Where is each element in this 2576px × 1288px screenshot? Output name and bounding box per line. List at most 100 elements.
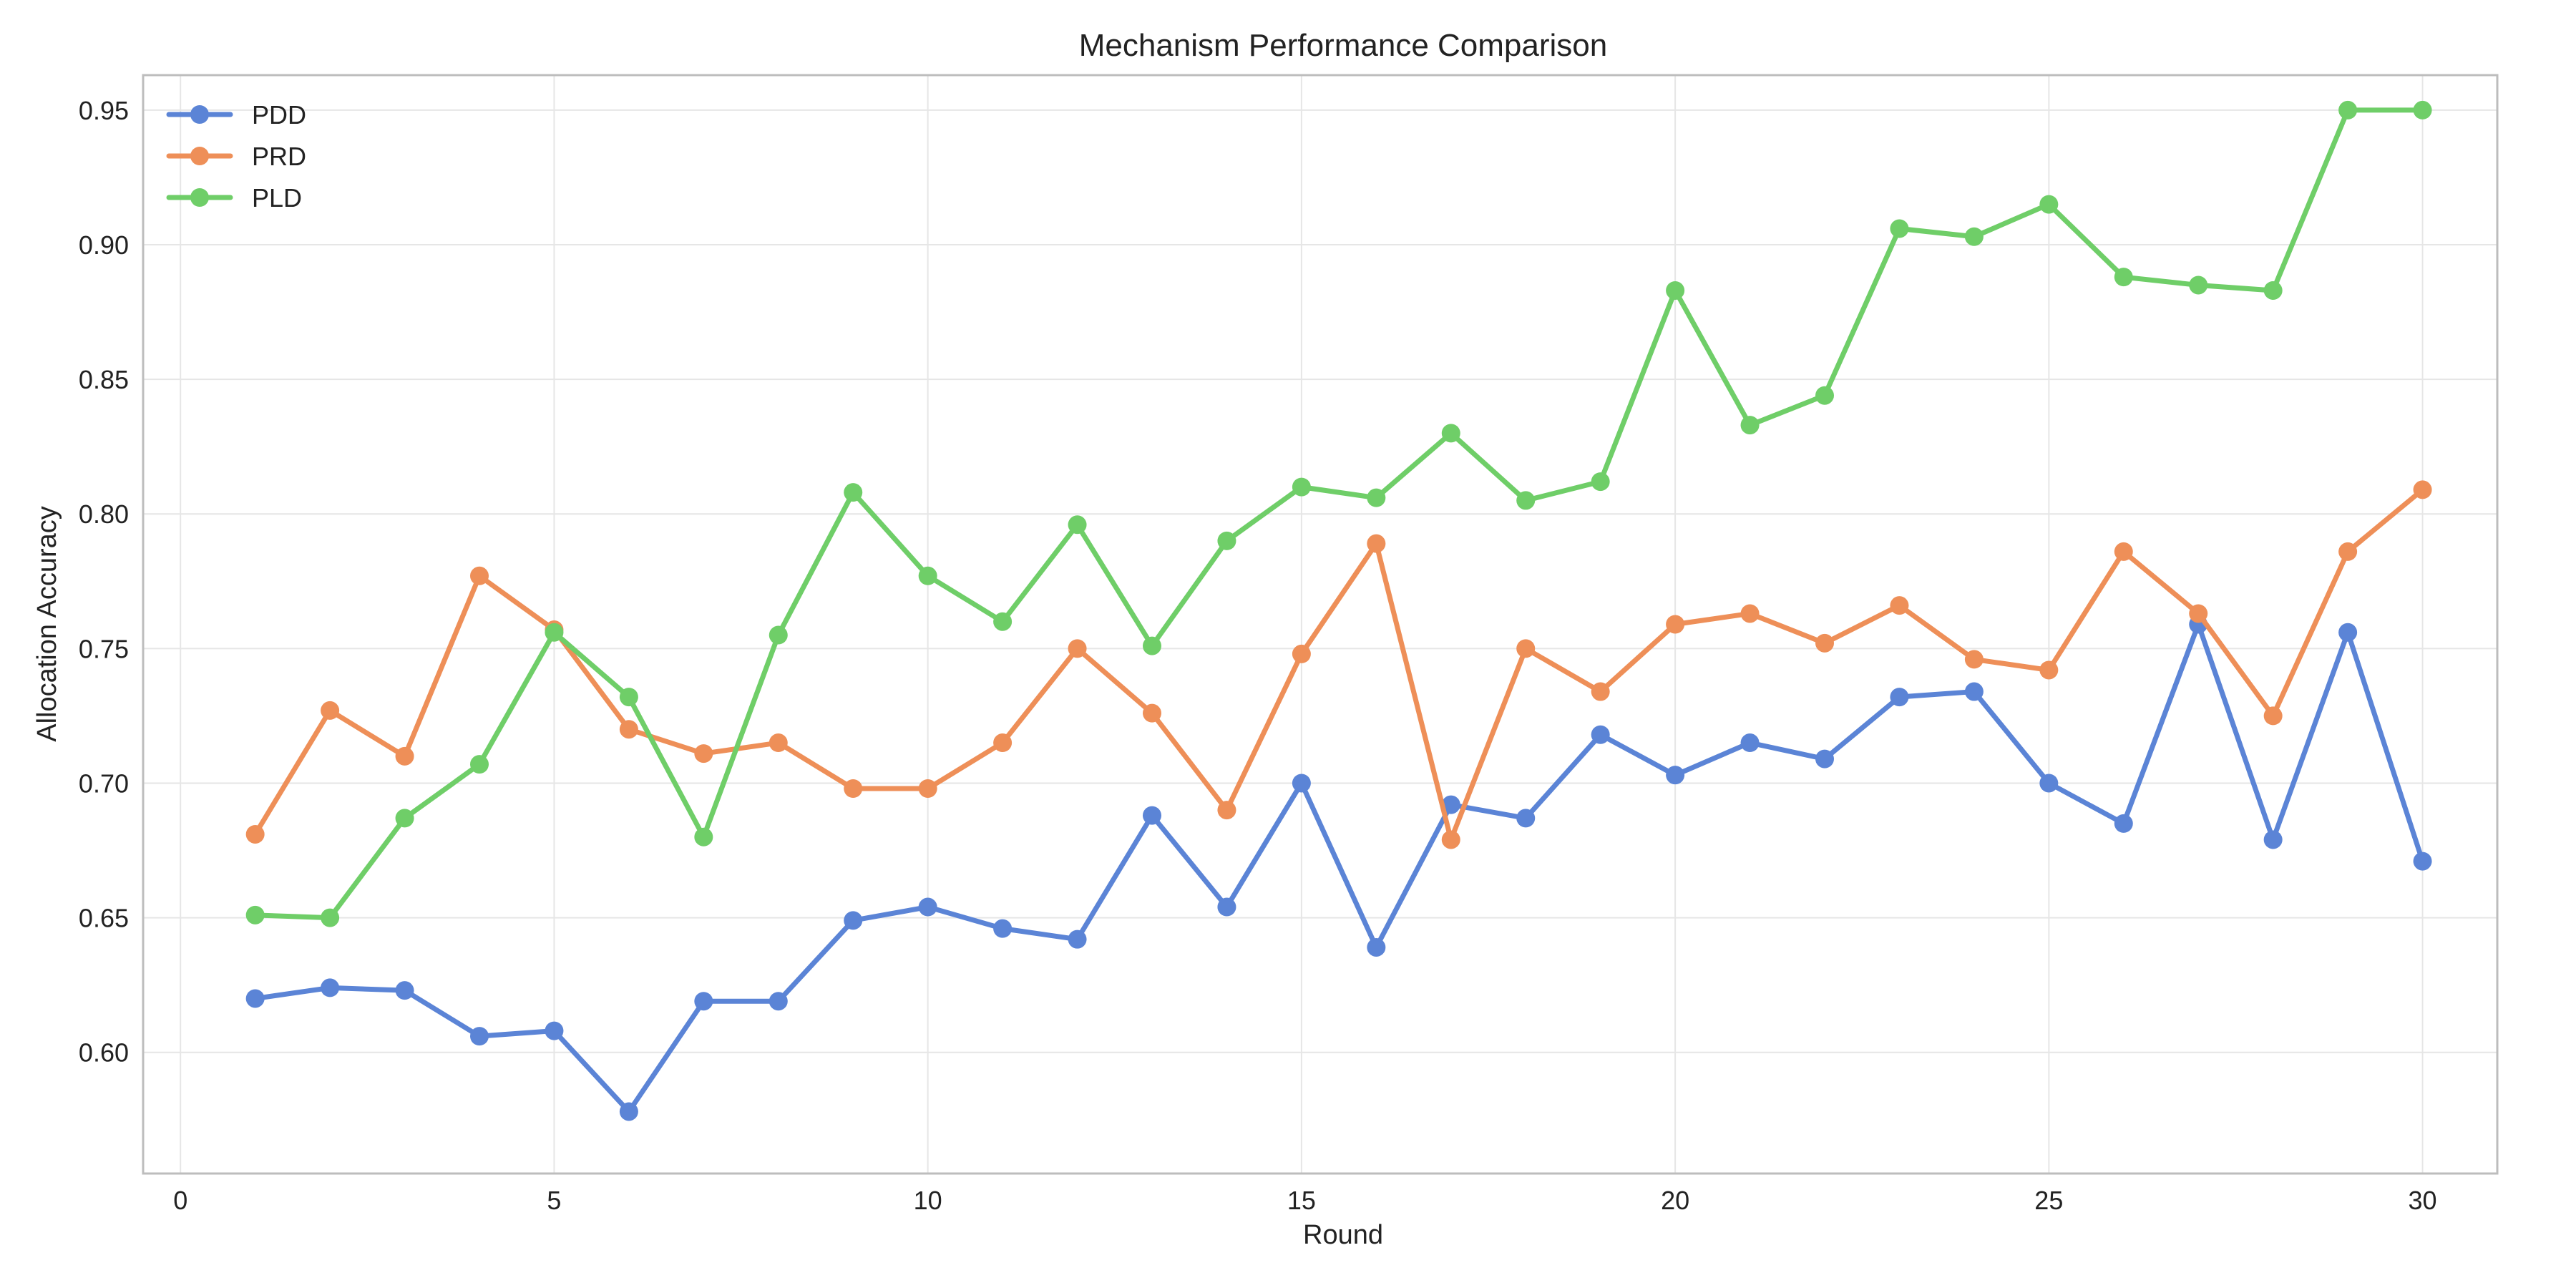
x-tick-label: 30 — [2409, 1186, 2437, 1215]
data-point-pld — [1367, 488, 1386, 507]
series-pld — [245, 100, 2432, 927]
grid — [143, 75, 2497, 1174]
data-point-prd — [844, 779, 863, 798]
data-point-pdd — [1143, 806, 1161, 825]
data-point-pdd — [2413, 852, 2432, 871]
data-point-pdd — [1964, 682, 1984, 701]
data-point-prd — [1591, 682, 1610, 701]
data-point-pld — [844, 483, 863, 502]
data-point-prd — [321, 701, 340, 720]
x-tick-label: 5 — [547, 1186, 561, 1215]
legend-label: PLD — [252, 183, 302, 213]
data-point-pdd — [321, 978, 340, 997]
data-point-pld — [2263, 280, 2283, 300]
data-point-prd — [1367, 534, 1386, 553]
data-point-prd — [1666, 615, 1685, 634]
data-point-pld — [1740, 416, 1760, 435]
data-point-pdd — [1516, 809, 1536, 828]
legend-marker — [190, 147, 209, 165]
y-tick-label: 0.60 — [79, 1038, 129, 1068]
data-point-prd — [1217, 801, 1236, 820]
y-tick-label: 0.95 — [79, 96, 129, 125]
x-tick-label: 20 — [1661, 1186, 1689, 1215]
x-axis-ticks: 0 5 10 15 20 25 30 — [173, 1186, 2436, 1215]
data-point-pld — [694, 827, 713, 847]
data-point-prd — [2263, 706, 2283, 726]
data-point-prd — [1143, 703, 1161, 723]
data-point-pld — [918, 566, 937, 585]
data-point-pld — [1516, 491, 1536, 510]
y-tick-label: 0.90 — [79, 230, 129, 260]
data-point-pdd — [245, 989, 265, 1008]
data-point-prd — [619, 720, 638, 739]
data-point-pld — [395, 809, 414, 828]
data-point-pdd — [1740, 733, 1760, 753]
data-point-pdd — [1591, 725, 1610, 744]
x-tick-label: 0 — [173, 1186, 187, 1215]
data-point-pdd — [545, 1021, 564, 1040]
data-point-pdd — [1441, 795, 1460, 814]
data-point-pdd — [769, 992, 788, 1011]
data-point-prd — [918, 779, 937, 798]
data-point-pld — [2189, 275, 2208, 295]
data-point-pdd — [2263, 830, 2283, 849]
y-tick-label: 0.85 — [79, 365, 129, 394]
legend-item-pld: PLD — [166, 183, 302, 213]
data-point-pdd — [1890, 688, 1909, 707]
data-point-pdd — [2114, 814, 2133, 833]
data-point-prd — [2413, 480, 2432, 499]
data-point-pdd — [1666, 766, 1685, 785]
legend-label: PDD — [252, 100, 306, 130]
data-point-pdd — [619, 1102, 638, 1121]
data-point-prd — [1815, 633, 1834, 653]
data-point-prd — [245, 824, 265, 844]
data-point-pdd — [1367, 937, 1386, 957]
plot-frame — [142, 74, 2499, 1175]
data-point-pld — [1964, 227, 1984, 246]
data-point-pld — [1292, 477, 1311, 497]
data-point-pdd — [2039, 774, 2059, 793]
data-point-pld — [1591, 472, 1610, 492]
y-axis-label: Allocation Accuracy — [32, 506, 62, 742]
data-point-pld — [1143, 636, 1161, 655]
data-point-pld — [2114, 268, 2133, 287]
series-pdd — [245, 615, 2432, 1121]
legend: PDD PRD PLD — [166, 100, 306, 213]
data-point-prd — [1516, 639, 1536, 658]
legend-item-prd: PRD — [166, 142, 306, 171]
data-point-pdd — [1292, 774, 1311, 793]
data-point-pdd — [844, 911, 863, 930]
legend-marker — [190, 105, 209, 124]
data-point-pld — [769, 625, 788, 645]
data-point-pdd — [395, 981, 414, 1000]
data-point-pld — [1441, 424, 1460, 443]
y-axis-ticks: 0.60 0.65 0.70 0.75 0.80 0.85 0.90 0.95 — [79, 96, 129, 1068]
legend-item-pdd: PDD — [166, 100, 306, 130]
data-point-pld — [1666, 280, 1685, 300]
data-point-pld — [993, 612, 1013, 631]
x-tick-label: 15 — [1287, 1186, 1316, 1215]
x-axis-label: Round — [1303, 1220, 1383, 1250]
data-point-pld — [1815, 386, 1834, 405]
legend-label: PRD — [252, 142, 306, 171]
data-point-pld — [545, 623, 564, 642]
data-point-prd — [2039, 660, 2059, 680]
data-point-pld — [619, 688, 638, 707]
data-point-pld — [1068, 515, 1087, 535]
data-point-pdd — [1068, 930, 1087, 949]
series-prd — [245, 480, 2432, 849]
data-point-prd — [1292, 644, 1311, 663]
data-point-pld — [1890, 219, 1909, 238]
series-line-prd — [253, 487, 2426, 842]
series-line-pld — [253, 107, 2426, 921]
data-point-prd — [470, 566, 489, 585]
data-point-pdd — [1217, 897, 1236, 917]
data-point-prd — [1964, 650, 1984, 669]
data-point-pdd — [2338, 623, 2358, 642]
y-tick-label: 0.75 — [79, 634, 129, 663]
data-point-prd — [395, 746, 414, 766]
legend-marker — [190, 188, 209, 207]
x-tick-label: 10 — [914, 1186, 942, 1215]
data-point-pld — [2338, 100, 2358, 119]
